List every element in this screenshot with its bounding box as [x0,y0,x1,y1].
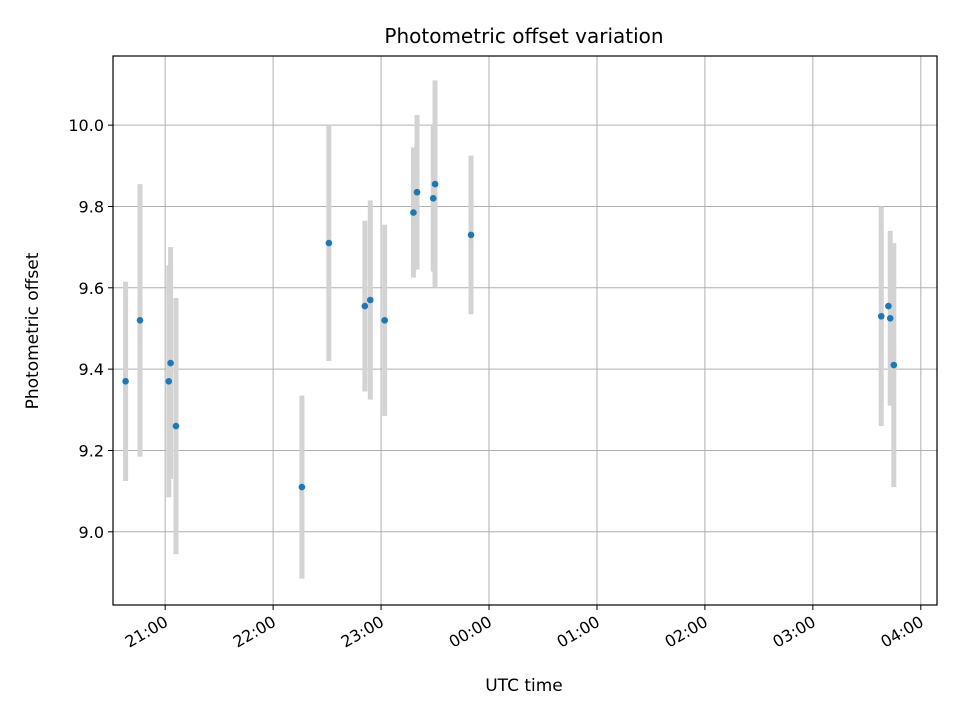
data-point [136,317,144,324]
data-point [890,361,898,369]
data-point [298,483,306,491]
data-point [467,231,475,239]
x-tick-label: 03:00 [769,612,818,652]
data-point [165,378,173,385]
data-point [172,422,180,430]
x-tick-label: 00:00 [446,612,495,652]
data-points [122,180,898,491]
y-tick-label: 9.2 [79,441,104,460]
grid [113,56,937,605]
y-axis-title: Photometric offset [23,252,43,409]
y-tick-label: 9.6 [79,279,104,298]
x-tick-label: 21:00 [122,612,171,652]
x-tick-label: 02:00 [661,612,710,652]
data-point [167,359,174,367]
data-point [877,312,885,320]
data-point [885,302,892,310]
data-point [431,180,439,188]
axis-ticks: 21:00 22:00 23:00 00:00 01:00 02:00 03:00 04:00… [68,116,926,651]
data-point [361,302,369,310]
x-tick-label: 04:00 [877,612,926,652]
data-point [381,317,388,324]
data-point [410,209,417,216]
data-point [366,296,374,304]
chart-title: Photometric offset variation [384,24,663,48]
error-bars [123,80,897,579]
y-tick-label: 9.0 [79,523,104,542]
data-point [122,378,129,385]
data-point [429,195,437,202]
x-tick-label: 01:00 [554,612,603,652]
x-tick-label: 23:00 [338,612,387,652]
data-point [413,188,421,196]
data-point [325,239,333,247]
data-point [886,315,894,322]
y-tick-label: 10.0 [68,116,104,135]
y-tick-label: 9.4 [79,360,104,379]
y-tick-label: 9.8 [79,197,104,216]
x-axis-title: UTC time [485,676,563,696]
x-tick-label: 22:00 [230,612,279,652]
plot-frame [112,55,938,606]
